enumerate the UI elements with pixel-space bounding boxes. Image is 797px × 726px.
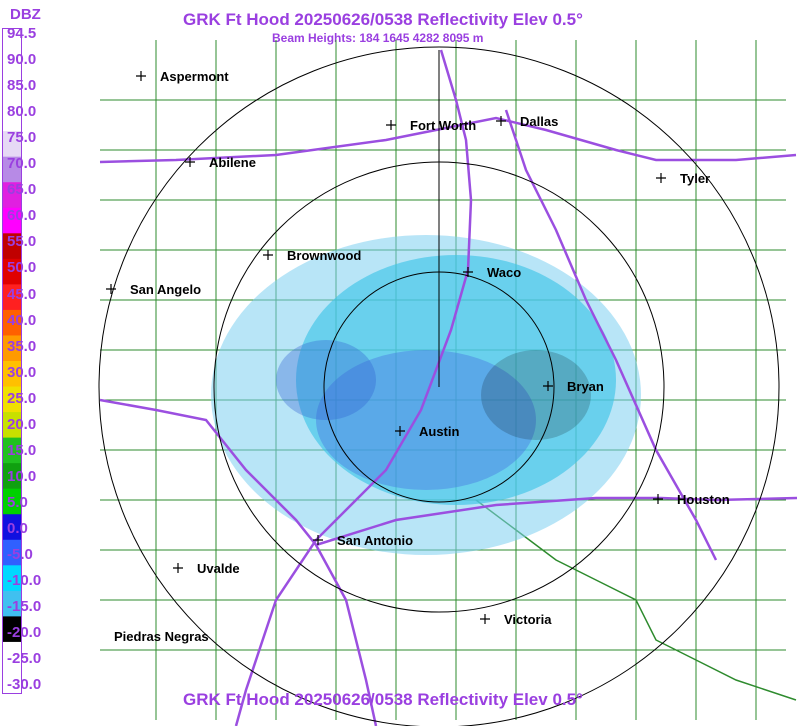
legend-swatch <box>3 105 21 132</box>
legend-swatch <box>3 131 21 158</box>
legend-label: 25.0 <box>7 389 37 407</box>
legend-label: 5.0 <box>7 493 28 511</box>
legend-swatch <box>3 514 21 541</box>
legend-label: 0.0 <box>7 519 28 537</box>
legend-label: -30.0 <box>7 676 42 694</box>
legend-swatch <box>3 207 21 234</box>
city-label: Fort Worth <box>410 118 476 133</box>
legend-label: 60.0 <box>7 207 37 225</box>
city-label: Brownwood <box>287 248 361 263</box>
city-marker-icon <box>463 267 473 277</box>
city-label: Tyler <box>680 171 710 186</box>
city-marker-icon <box>656 173 666 183</box>
city-label: Abilene <box>209 155 256 170</box>
legend-label: 30.0 <box>7 363 37 381</box>
legend-swatch <box>3 412 21 439</box>
legend-swatch <box>3 641 21 668</box>
city-marker-icon <box>173 563 183 573</box>
legend-label: 85.0 <box>7 77 37 95</box>
legend-unit: DBZ <box>10 6 41 23</box>
legend-label: 20.0 <box>7 415 37 433</box>
city-label: Austin <box>419 424 460 439</box>
city-label: Aspermont <box>160 69 229 84</box>
city-label: Piedras Negras <box>114 629 209 644</box>
city-marker-icon <box>136 71 146 81</box>
dbz-legend: DBZ 94.5 90.0 85.0 80.0 75.0 70.0 65.0 60.0 55.0… <box>0 0 96 726</box>
legend-swatch <box>3 284 21 311</box>
legend-label: 70.0 <box>7 155 37 173</box>
legend-swatch <box>3 437 21 464</box>
city-label: Waco <box>487 265 521 280</box>
city-marker-icon <box>313 535 323 545</box>
legend-swatch <box>3 590 21 617</box>
city-label: San Antonio <box>337 533 413 548</box>
legend-label: 75.0 <box>7 129 37 147</box>
city-marker-icon <box>653 494 663 504</box>
legend-label: 90.0 <box>7 51 37 69</box>
legend-label: 15.0 <box>7 441 37 459</box>
city-marker-icon <box>496 116 506 126</box>
legend-label: 50.0 <box>7 259 37 277</box>
legend-swatch <box>3 667 21 694</box>
legend-label: 94.5 <box>7 25 37 42</box>
legend-swatch <box>3 539 21 566</box>
city-marker-icon <box>263 250 273 260</box>
city-marker-icon <box>480 614 490 624</box>
radar-title: GRK Ft Hood 20250626/0538 Reflectivity E… <box>183 10 583 29</box>
legend-swatch <box>3 29 21 56</box>
city-label: Bryan <box>567 379 604 394</box>
legend-swatch <box>3 182 21 209</box>
city-marker-icon <box>185 157 195 167</box>
legend-label: 55.0 <box>7 233 37 251</box>
beam-heights: Beam Heights: 184 1645 4282 8095 m <box>272 31 484 45</box>
city-label: Uvalde <box>197 561 240 576</box>
city-label: Dallas <box>520 114 558 129</box>
legend-swatch <box>3 156 21 183</box>
legend-label: 65.0 <box>7 181 37 199</box>
legend-swatch <box>3 233 21 260</box>
legend-label: -5.0 <box>7 546 33 563</box>
legend-swatch <box>3 616 21 643</box>
legend-label: -25.0 <box>7 650 42 668</box>
legend-swatch <box>3 335 21 362</box>
legend-swatch <box>3 463 21 490</box>
legend-label: -10.0 <box>7 572 42 590</box>
legend-label: -15.0 <box>7 598 42 616</box>
legend-swatch <box>3 309 21 336</box>
legend-label: 40.0 <box>7 311 37 329</box>
city-marker-icon <box>106 284 116 294</box>
legend-label: 10.0 <box>7 467 37 485</box>
city-marker-icon <box>543 381 553 391</box>
city-marker-icon <box>395 426 405 436</box>
legend-label: 45.0 <box>7 285 37 303</box>
legend-swatch <box>3 488 21 515</box>
city-label: Victoria <box>504 612 552 627</box>
radar-map: Aspermont Fort Worth Dallas Abilene Tyler Bro… <box>98 40 797 726</box>
highways <box>99 49 797 726</box>
legend-swatch <box>3 258 21 285</box>
radar-bottom-title: GRK Ft Hood 20250626/0538 Reflectivity E… <box>183 690 583 709</box>
city-label: Houston <box>677 492 730 507</box>
legend-swatch <box>3 54 21 81</box>
city-label: San Angelo <box>130 282 201 297</box>
legend-color-bar <box>2 28 22 694</box>
legend-label: 35.0 <box>7 337 37 355</box>
legend-swatch <box>3 80 21 107</box>
legend-swatch <box>3 565 21 592</box>
city-markers: Aspermont Fort Worth Dallas Abilene Tyler Bro… <box>106 69 730 644</box>
legend-swatch <box>3 386 21 413</box>
legend-label: -20.0 <box>7 624 42 642</box>
city-marker-icon <box>386 120 396 130</box>
legend-swatch <box>3 361 21 388</box>
legend-label: 80.0 <box>7 103 37 121</box>
